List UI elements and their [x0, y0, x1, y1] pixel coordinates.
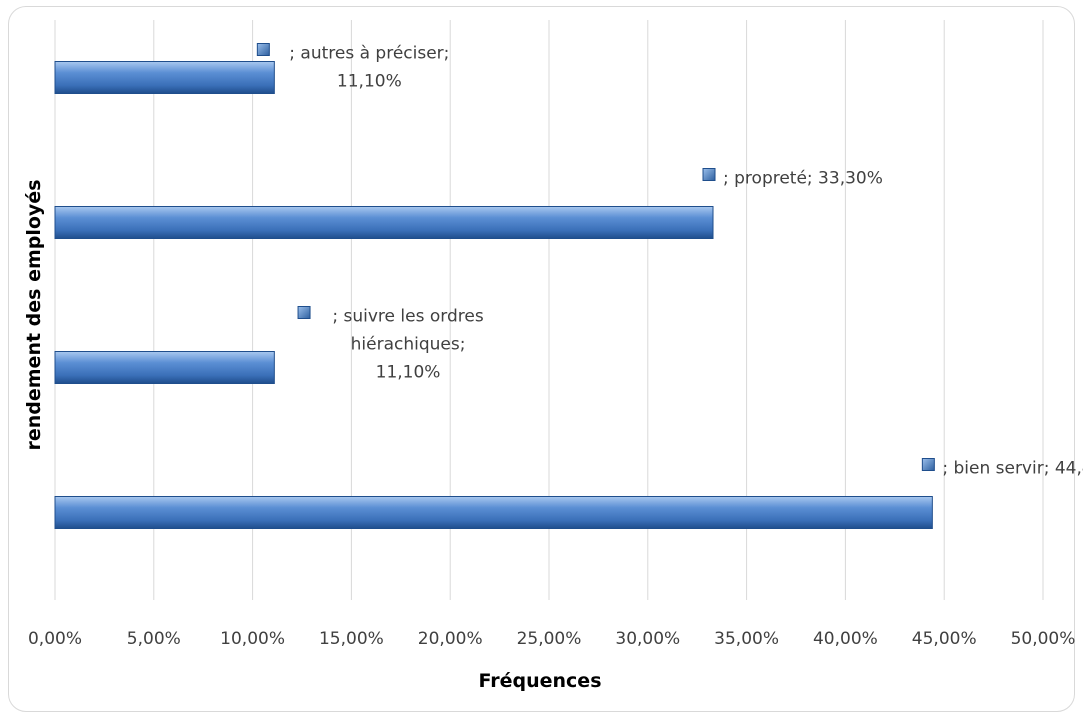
data-label: ; autres à préciser;	[289, 44, 449, 64]
data-label-marker	[921, 458, 935, 471]
x-axis-title: Fréquences	[478, 670, 601, 692]
x-tick-label: 40,00%	[813, 629, 878, 649]
data-label: 11,10%	[337, 72, 402, 92]
bar	[54, 496, 933, 529]
data-label: ; propreté; 33,30%	[723, 169, 883, 189]
bar	[54, 351, 275, 384]
x-tick-label: 15,00%	[319, 629, 384, 649]
x-tick-label: 0,00%	[28, 629, 82, 649]
data-labels: ; bien servir; 44,40% ; suivre les ordres…	[256, 43, 1083, 479]
data-label-marker	[702, 168, 716, 181]
x-tick-label: 35,00%	[714, 629, 779, 649]
data-label-marker	[297, 306, 311, 319]
y-axis-title: rendement des employés	[23, 179, 45, 450]
x-tick-label: 10,00%	[220, 629, 285, 649]
data-label: ; bien servir; 44,40%	[942, 459, 1083, 479]
data-label: 11,10%	[376, 363, 441, 383]
x-tick-label: 5,00%	[127, 629, 181, 649]
data-label: ; suivre les ordres	[332, 307, 483, 327]
bars	[54, 61, 933, 529]
x-tick-label: 50,00%	[1011, 629, 1076, 649]
bar	[54, 61, 275, 94]
x-tick-label: 20,00%	[418, 629, 483, 649]
data-label: hiérachiques;	[351, 335, 466, 355]
x-tick-label: 30,00%	[615, 629, 680, 649]
x-tick-label: 25,00%	[517, 629, 582, 649]
x-tick-label: 45,00%	[912, 629, 977, 649]
data-label-marker	[256, 43, 270, 56]
x-tick-labels: 0,00% 5,00% 10,00% 15,00% 20,00% 25,00% 30,00%…	[28, 629, 1075, 649]
bar	[54, 206, 714, 239]
